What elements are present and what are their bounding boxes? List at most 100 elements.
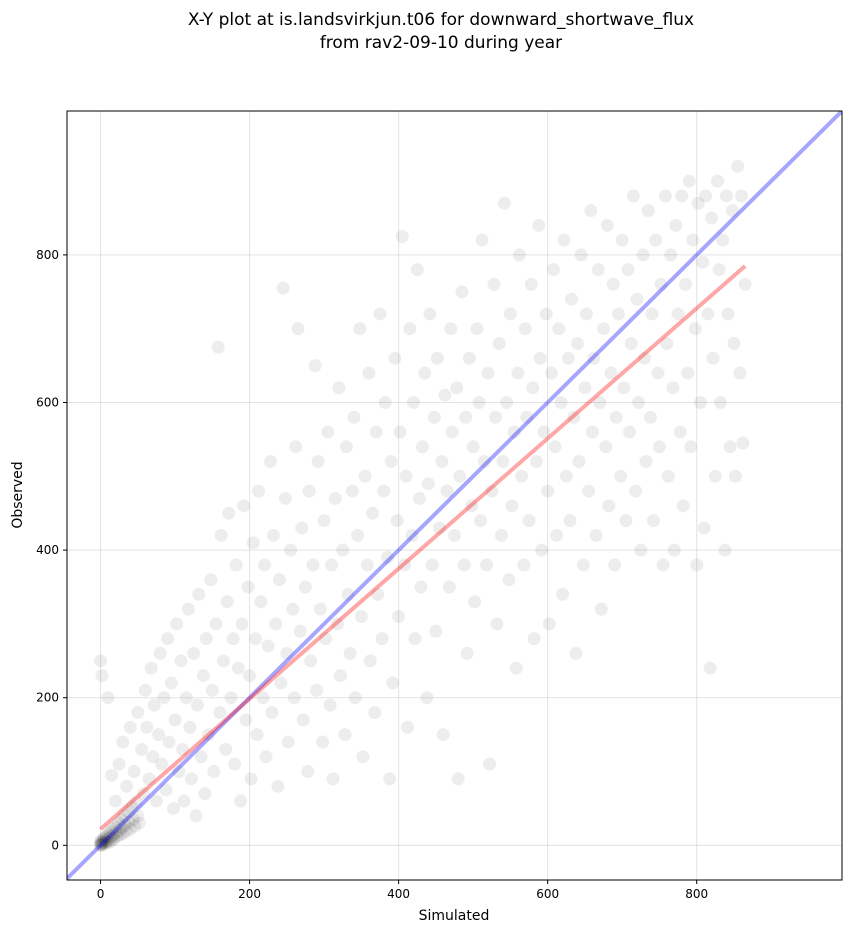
scatter-point xyxy=(239,713,253,727)
scatter-point xyxy=(94,837,108,851)
scatter-point xyxy=(576,558,590,572)
scatter-point xyxy=(101,827,115,841)
scatter-point xyxy=(617,381,631,395)
scatter-point xyxy=(138,683,152,697)
scatter-point xyxy=(256,691,270,705)
scatter-point xyxy=(120,779,134,793)
scatter-point xyxy=(714,396,728,410)
one-to-one-line xyxy=(67,111,842,880)
scatter-point xyxy=(308,359,322,373)
scatter-point xyxy=(502,573,516,587)
scatter-point xyxy=(614,469,628,483)
scatter-point xyxy=(384,455,398,469)
scatter-point xyxy=(684,440,698,454)
scatter-point xyxy=(176,742,190,756)
scatter-point xyxy=(393,425,407,439)
scatter-point xyxy=(343,646,357,660)
scatter-point xyxy=(445,425,459,439)
scatter-point xyxy=(111,816,125,830)
scatter-point xyxy=(623,425,637,439)
scatter-point xyxy=(168,713,182,727)
scatter-point xyxy=(492,336,506,350)
scatter-point xyxy=(325,558,339,572)
scatter-point xyxy=(671,307,685,321)
y-tick-label: 800 xyxy=(36,248,59,262)
scatter-point xyxy=(490,617,504,631)
scatter-point xyxy=(509,661,523,675)
scatter-point xyxy=(106,828,120,842)
scatter-point xyxy=(362,366,376,380)
scatter-point xyxy=(167,801,181,815)
scatter-point xyxy=(535,543,549,557)
scatter-point xyxy=(103,825,117,839)
scatter-point xyxy=(641,204,655,218)
x-axis-label: Simulated xyxy=(419,908,490,924)
scatter-point xyxy=(331,617,345,631)
scatter-point xyxy=(101,691,115,705)
scatter-point xyxy=(263,455,277,469)
scatter-point xyxy=(123,720,137,734)
scatter-point xyxy=(427,410,441,424)
scatter-point xyxy=(216,654,230,668)
scatter-point xyxy=(333,669,347,683)
scatter-point xyxy=(600,218,614,232)
scatter-point xyxy=(293,624,307,638)
scatter-point xyxy=(179,691,193,705)
axis-ticks: 0 200 400 600 800 0 200 400 600 800 xyxy=(36,248,708,901)
scatter-point xyxy=(578,381,592,395)
scatter-point xyxy=(338,728,352,742)
scatter-point xyxy=(125,800,139,814)
scatter-point xyxy=(323,698,337,712)
scatter-point xyxy=(548,440,562,454)
scatter-point xyxy=(137,787,151,801)
scatter-point xyxy=(423,307,437,321)
scatter-point xyxy=(649,233,663,247)
scatter-point xyxy=(108,820,122,834)
scatter-point xyxy=(574,248,588,262)
scatter-point xyxy=(569,646,583,660)
scatter-point xyxy=(131,705,145,719)
scatter-point xyxy=(363,654,377,668)
y-tick-label: 400 xyxy=(36,543,59,557)
scatter-point xyxy=(651,366,665,380)
scatter-point xyxy=(146,750,160,764)
scatter-point xyxy=(532,218,546,232)
scatter-point xyxy=(557,233,571,247)
scatter-point xyxy=(435,455,449,469)
scatter-point xyxy=(462,351,476,365)
scatter-point xyxy=(94,838,108,852)
scatter-point xyxy=(701,307,715,321)
scatter-point xyxy=(615,233,629,247)
scatter-point xyxy=(541,484,555,498)
scatter-point xyxy=(311,455,325,469)
scatter-point xyxy=(295,521,309,535)
scatter-point xyxy=(727,336,741,350)
scatter-point xyxy=(690,558,704,572)
scatter-point xyxy=(159,783,173,797)
scatter-point xyxy=(140,720,154,734)
scatter-point xyxy=(587,351,601,365)
scatter-point xyxy=(301,765,315,779)
chart-title-line-2: from rav2-09-10 during year xyxy=(320,33,562,53)
regression-line xyxy=(99,264,747,831)
scatter-point xyxy=(599,440,613,454)
scatter-point xyxy=(392,610,406,624)
scatter-point xyxy=(723,440,737,454)
scatter-point xyxy=(455,285,469,299)
scatter-point xyxy=(497,196,511,210)
scatter-point xyxy=(567,410,581,424)
scatter-point xyxy=(438,388,452,402)
scatter-point xyxy=(414,580,428,594)
scatter-point xyxy=(526,381,540,395)
scatter-point xyxy=(656,558,670,572)
scatter-point xyxy=(480,558,494,572)
scatter-point xyxy=(421,477,435,491)
scatter-point xyxy=(712,263,726,277)
scatter-point xyxy=(280,646,294,660)
scatter-point xyxy=(252,484,266,498)
scatter-point xyxy=(286,602,300,616)
scatter-point xyxy=(244,772,258,786)
scatter-point xyxy=(524,277,538,291)
scatter-point xyxy=(99,829,113,843)
scatter-point xyxy=(105,768,119,782)
